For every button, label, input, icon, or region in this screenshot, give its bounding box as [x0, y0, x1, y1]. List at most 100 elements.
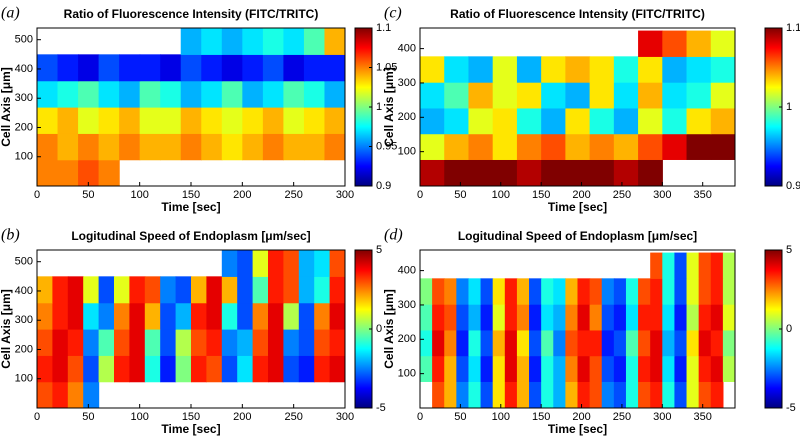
heatmap-cell — [504, 278, 518, 305]
heatmap-cell — [119, 54, 141, 82]
heatmap-cell — [444, 56, 470, 83]
heatmap-cell — [206, 276, 223, 304]
heatmap-cell — [698, 252, 712, 279]
heatmap-cell — [242, 28, 264, 55]
heatmap-cell — [420, 133, 445, 160]
chart-title: Logitudinal Speed of Endoplasm [μm/sec] — [71, 229, 310, 243]
heatmap-cell — [37, 302, 53, 330]
x-tick-label: 50 — [82, 189, 94, 201]
heatmap-cell — [589, 82, 615, 109]
heatmap-cell — [83, 329, 100, 356]
heatmap-cell — [160, 276, 177, 304]
panel: 0 50 100 150 200 250 300 100 200 300 400 500 (a) Rati… — [0, 5, 397, 215]
heatmap-cell — [674, 304, 688, 331]
heatmap-cell — [686, 304, 700, 331]
heatmap-cell — [144, 276, 161, 304]
colorbar-tick-label: -5 — [786, 402, 796, 414]
heatmap-cell — [201, 54, 223, 82]
heatmap-cell — [139, 107, 161, 134]
heatmap-cell — [686, 82, 712, 109]
heatmap-cell — [283, 80, 305, 108]
heatmap-cell — [114, 302, 130, 330]
heatmap-cell — [541, 355, 554, 382]
heatmap-cell — [324, 54, 345, 82]
y-tick-label: 100 — [15, 151, 33, 163]
heatmap-cell — [283, 107, 305, 134]
x-tick-label: 250 — [284, 411, 302, 423]
heatmap-cell — [662, 278, 676, 305]
heatmap-cell — [67, 276, 84, 304]
x-tick-label: 100 — [492, 411, 510, 423]
heatmap-cell — [577, 329, 591, 357]
heatmap-cell — [37, 133, 59, 161]
heatmap-cell — [52, 329, 69, 356]
heatmap-cell — [37, 355, 53, 383]
heatmap-cell — [638, 304, 651, 331]
heatmap-cell — [613, 355, 627, 382]
heatmap-cell — [283, 276, 300, 304]
heatmap-cell — [160, 355, 177, 383]
y-axis-label: Cell Axis [μm] — [382, 289, 396, 369]
x-tick-label: 200 — [233, 411, 251, 423]
x-tick-label: 250 — [613, 189, 631, 201]
heatmap-cell — [98, 54, 120, 82]
heatmap-cell — [516, 304, 530, 331]
heatmap-cell — [589, 107, 615, 135]
heatmap-cell — [324, 28, 345, 55]
heatmap-cell — [601, 278, 615, 305]
y-tick-label: 200 — [15, 121, 33, 133]
heatmap-cell — [314, 329, 331, 356]
heatmap-cell — [242, 133, 264, 161]
y-tick-label: 100 — [398, 368, 416, 380]
heatmap-cell — [83, 381, 100, 408]
heatmap-cell — [674, 252, 688, 279]
heatmap-cell — [516, 82, 542, 109]
heatmap-cell — [129, 302, 146, 330]
heatmap-cell — [57, 133, 79, 161]
heatmap-cell — [444, 278, 457, 305]
heatmap-cell — [298, 302, 315, 330]
heatmap-cell — [420, 278, 433, 305]
heatmap-cell — [504, 329, 518, 357]
heatmap-cell — [180, 80, 202, 108]
x-tick-label: 350 — [694, 189, 712, 201]
heatmap-cell — [638, 30, 663, 57]
heatmap-cell — [541, 107, 566, 135]
heatmap-cell — [589, 355, 603, 382]
heatmap-cell — [662, 329, 676, 357]
heatmap-cell — [201, 80, 223, 108]
heatmap-cell — [710, 82, 735, 109]
heatmap-cell — [283, 250, 300, 277]
heatmap-cell — [252, 276, 269, 304]
heatmap-cell — [492, 133, 518, 160]
y-tick-label: 200 — [15, 343, 33, 355]
heatmap-cell — [329, 250, 345, 277]
heatmap-cell — [242, 80, 264, 108]
heatmap-cell — [686, 252, 700, 279]
heatmap-cell — [201, 133, 223, 161]
heatmap-cell — [625, 329, 639, 357]
heatmap-cell — [553, 304, 566, 331]
heatmap-cell — [444, 355, 457, 382]
heatmap-cell — [480, 355, 494, 382]
y-axis-label: Cell Axis [μm] — [0, 67, 13, 147]
heatmap-cell — [52, 381, 69, 408]
heatmap-cell — [722, 252, 735, 279]
heatmap-cell — [516, 381, 530, 408]
heatmap-cell — [589, 133, 615, 160]
y-tick-label: 200 — [398, 333, 416, 345]
heatmap-cell — [541, 159, 566, 186]
heatmap-cell — [516, 278, 530, 305]
heatmap-cell — [650, 252, 663, 279]
x-tick-label: 150 — [532, 189, 550, 201]
heatmap-cell — [529, 381, 542, 408]
heatmap-cell — [221, 80, 243, 108]
heatmap-cell — [283, 54, 305, 82]
y-tick-label: 400 — [398, 43, 416, 55]
heatmap-cell — [480, 381, 494, 408]
heatmap-cell — [662, 304, 676, 331]
heatmap-cell — [119, 107, 141, 134]
heatmap-cell — [577, 355, 591, 382]
heatmap-cell — [262, 133, 284, 161]
